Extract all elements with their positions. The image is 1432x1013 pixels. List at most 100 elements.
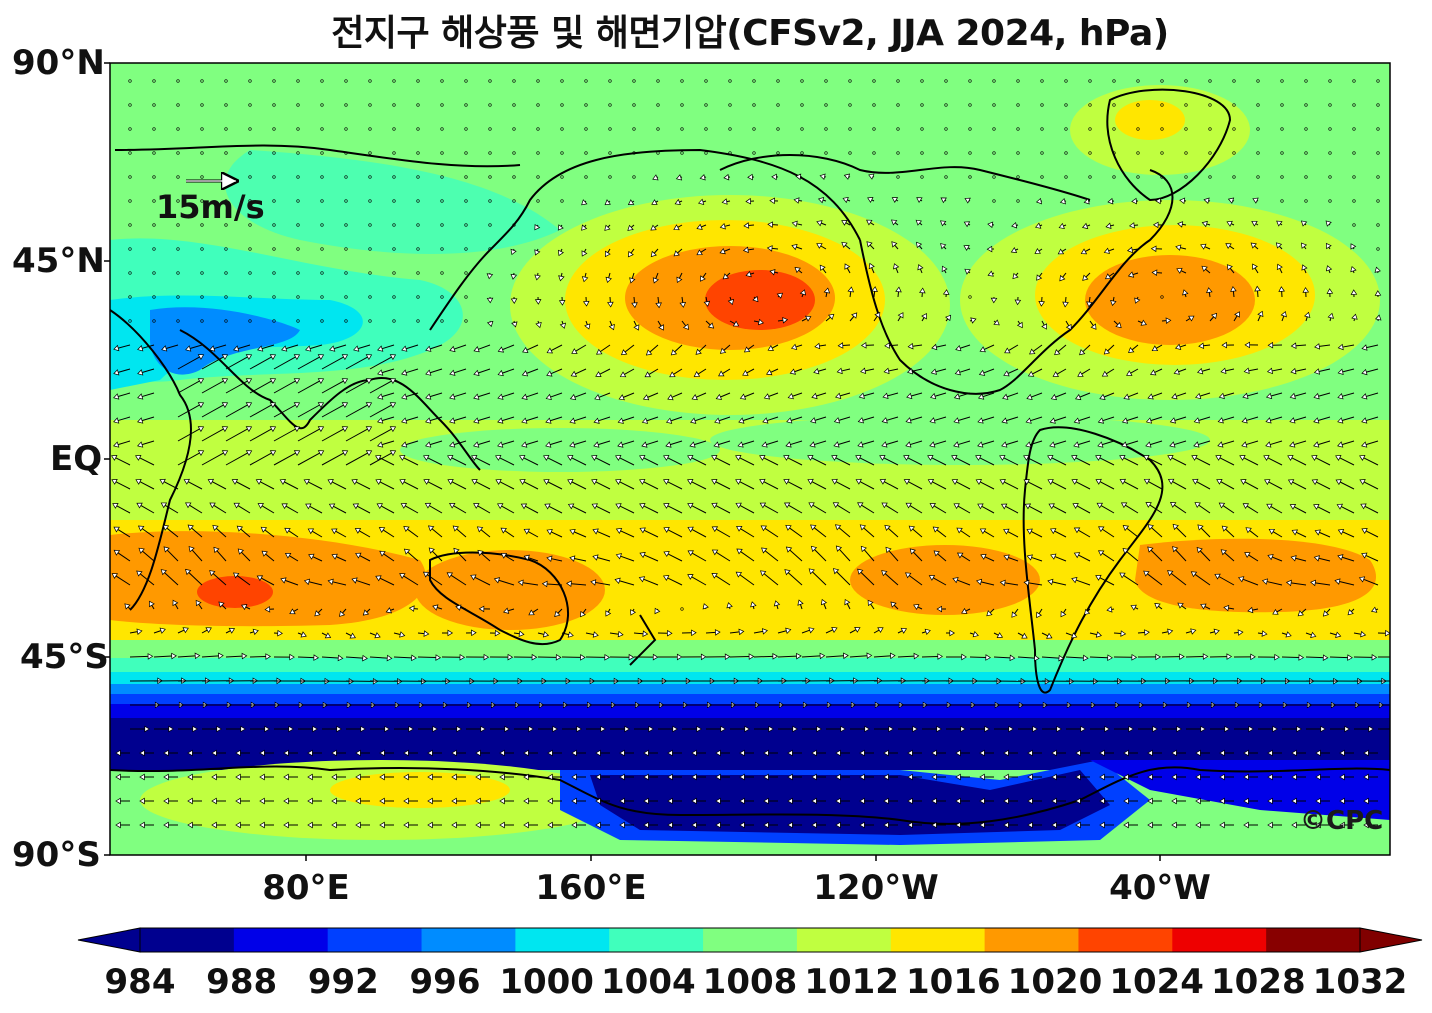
wind-vector-head (879, 478, 887, 485)
wind-vector-head (545, 393, 552, 401)
wind-vector-head (961, 653, 967, 661)
wind-vector-head (687, 574, 694, 580)
wind-vector (381, 440, 395, 446)
wind-vector-head (197, 354, 205, 360)
wind-vector-calm (464, 319, 468, 323)
wind-vector-head (317, 378, 325, 385)
wind-vector-head (209, 570, 216, 577)
wind-vector-head (435, 654, 442, 661)
wind-vector (1099, 577, 1115, 586)
wind-vector-head (446, 572, 454, 579)
wind-vector-calm (320, 127, 324, 131)
wind-vector-head (905, 417, 912, 424)
wind-vector (958, 416, 971, 422)
wind-vector (379, 457, 395, 466)
wind-vector (715, 457, 731, 466)
wind-vector-head (682, 323, 689, 330)
wind-vector-head (1175, 244, 1182, 251)
wind-vector (1243, 457, 1259, 466)
wind-vector-head (1054, 349, 1061, 356)
wind-vector (213, 504, 227, 514)
wind-vector-calm (632, 79, 636, 83)
wind-vector-head (931, 343, 938, 351)
wind-vector-head (544, 503, 551, 510)
wind-vector-head (1315, 749, 1321, 757)
wind-vector (1329, 317, 1332, 322)
wind-vector-calm (176, 271, 180, 275)
wind-vector-head (1086, 301, 1093, 308)
wind-vector (582, 608, 587, 614)
wind-vector-head (1009, 654, 1016, 662)
wind-vector (838, 527, 851, 538)
wind-vector (624, 368, 635, 375)
wind-vector (1205, 268, 1211, 274)
wind-vector-head (185, 345, 192, 352)
wind-vector-head (293, 402, 301, 409)
wind-vector (643, 529, 659, 538)
wind-vector-head (963, 245, 970, 251)
wind-vector (889, 344, 899, 347)
wind-vector-head (233, 502, 240, 509)
wind-vector-calm (296, 271, 300, 275)
wind-vector (776, 605, 779, 610)
wind-vector-head (558, 299, 566, 306)
wind-vector (345, 656, 363, 659)
wind-vector-head (1261, 630, 1268, 637)
wind-vector (526, 344, 539, 351)
wind-vector-head (115, 797, 121, 805)
wind-vector-head (1243, 367, 1250, 374)
wind-vector-head (499, 797, 505, 805)
wind-vector-head (890, 601, 897, 608)
wind-vector-head (1174, 343, 1182, 350)
lat-label-45s: 45°S (20, 637, 109, 677)
wind-vector-head (1266, 367, 1274, 375)
wind-vector-head (1051, 773, 1057, 781)
wind-vector-head (355, 552, 362, 559)
wind-vector-head (471, 479, 478, 485)
wind-vector (956, 481, 971, 490)
wind-vector-head (570, 370, 578, 377)
wind-vector-head (1265, 417, 1272, 424)
wind-vector (1363, 481, 1379, 490)
wind-vector (550, 344, 563, 352)
wind-vector (1128, 392, 1139, 398)
wind-vector (1089, 656, 1108, 659)
wind-vector-head (261, 550, 268, 557)
wind-vector-head (893, 263, 900, 270)
wind-vector-head (663, 502, 670, 509)
wind-vector-calm (1208, 151, 1212, 155)
wind-vector (321, 356, 344, 370)
wind-vector (1054, 530, 1067, 538)
wind-vector (1303, 268, 1307, 274)
wind-vector (1204, 246, 1211, 250)
wind-vector (454, 344, 467, 350)
wind-vector (1366, 368, 1379, 373)
wind-vector-head (1191, 454, 1198, 461)
wind-vector-head (113, 549, 121, 556)
wind-vector-head (341, 450, 349, 457)
wind-vector (477, 416, 491, 422)
wind-vector-head (591, 503, 598, 510)
wind-vector-head (1188, 315, 1195, 322)
wind-vector-head (831, 478, 838, 485)
wind-vector-head (698, 198, 705, 205)
wind-vector-head (1090, 323, 1097, 330)
wind-vector (1161, 631, 1169, 634)
wind-vector-head (1120, 630, 1127, 637)
wind-vector-head (652, 277, 659, 284)
wind-vector-head (495, 479, 502, 485)
wind-vector-calm (704, 151, 708, 155)
wind-vector (1219, 457, 1235, 466)
wind-vector-calm (1184, 175, 1188, 179)
wind-vector (321, 428, 344, 442)
wind-vector-calm (1304, 103, 1308, 107)
wind-vector (630, 248, 635, 254)
wind-vector-head (667, 797, 673, 805)
wind-vector (1198, 504, 1211, 514)
wind-vector-head (495, 454, 502, 461)
wind-vector-head (354, 528, 362, 534)
wind-vector-head (666, 629, 673, 637)
wind-vector (1130, 368, 1139, 374)
wind-vector (1305, 316, 1308, 322)
wind-vector-head (888, 725, 894, 733)
